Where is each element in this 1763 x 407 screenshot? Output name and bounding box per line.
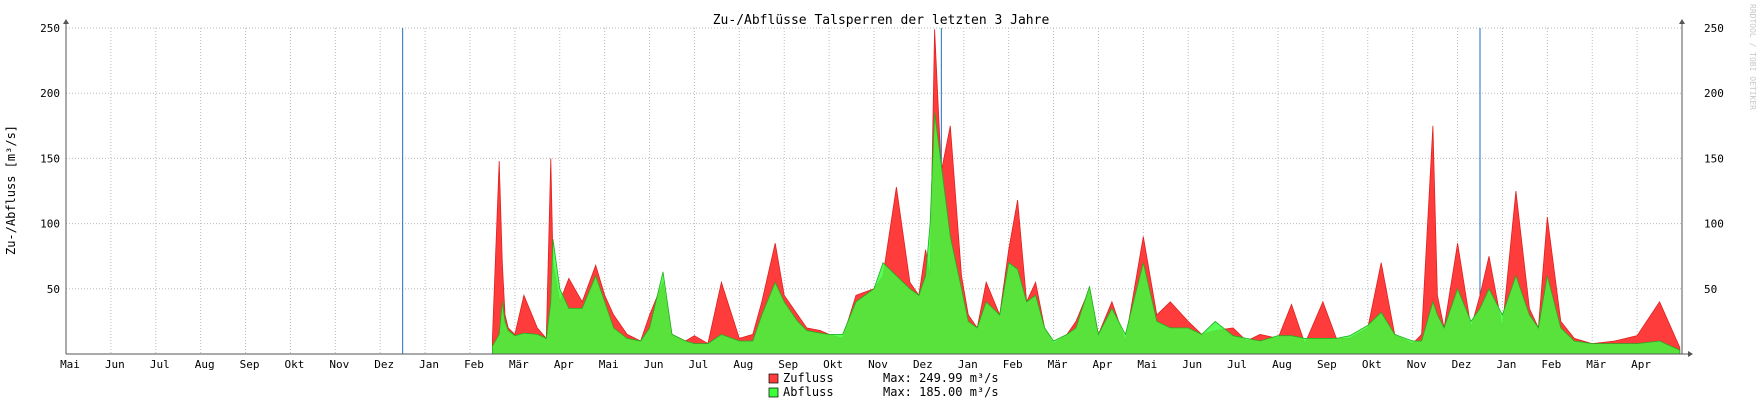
legend-label-zufluss: Zufluss <box>783 371 834 385</box>
y-tick-label-right: 250 <box>1704 22 1724 35</box>
x-tick-label: Mär <box>1586 358 1606 371</box>
x-tick-label: Aug <box>195 358 215 371</box>
x-tick-label: Dez <box>913 358 933 371</box>
y-tick-label-right: 100 <box>1704 218 1724 231</box>
x-tick-label: Feb <box>1541 358 1561 371</box>
y-tick-label-right: 150 <box>1704 152 1724 165</box>
x-tick-label: Apr <box>1093 358 1113 371</box>
x-tick-label: Nov <box>868 358 888 371</box>
x-tick-label: Jan <box>958 358 978 371</box>
x-tick-label: Jul <box>689 358 709 371</box>
x-tick-label: Jan <box>1497 358 1517 371</box>
axes: 50 50 100 100 150 150 200 200 250 250 Mai Jun Jul Aug… <box>40 19 1724 371</box>
y-axis-arrow-right <box>1679 19 1685 24</box>
x-tick-label: Sep <box>778 358 798 371</box>
legend-label-abfluss: Abfluss <box>783 385 834 399</box>
x-tick-label: Jun <box>105 358 125 371</box>
x-tick-label: Jun <box>644 358 664 371</box>
x-tick-label: Dez <box>1452 358 1472 371</box>
x-tick-label: Mai <box>599 358 619 371</box>
x-tick-label: Jul <box>1227 358 1247 371</box>
x-tick-label: Sep <box>1317 358 1337 371</box>
x-tick-label: Mär <box>509 358 529 371</box>
x-tick-label: Mai <box>1137 358 1157 371</box>
series-area-abfluss <box>492 112 1681 355</box>
x-tick-label: Sep <box>240 358 260 371</box>
y-tick-label-left: 200 <box>40 87 60 100</box>
x-tick-label: Nov <box>1407 358 1427 371</box>
x-tick-label: Okt <box>823 358 843 371</box>
y-tick-label-left: 250 <box>40 22 60 35</box>
x-tick-label: Apr <box>554 358 574 371</box>
data-areas <box>492 29 1681 355</box>
x-tick-label: Mär <box>1048 358 1068 371</box>
legend-swatch-abfluss <box>768 387 779 398</box>
y-tick-label-left: 100 <box>40 218 60 231</box>
y-axis-label: Zu-/Abfluss [m³/s] <box>4 125 18 255</box>
x-tick-label: Nov <box>329 358 349 371</box>
x-tick-label: Okt <box>1362 358 1382 371</box>
series-area-zufluss <box>492 29 1681 355</box>
x-tick-label: Jun <box>1182 358 1202 371</box>
chart-title: Zu-/Abflüsse Talsperren der letzten 3 Ja… <box>713 13 1050 28</box>
x-tick-label: Feb <box>464 358 484 371</box>
x-tick-label: Apr <box>1631 358 1651 371</box>
y-tick-label-right: 200 <box>1704 87 1724 100</box>
y-tick-label-left: 150 <box>40 152 60 165</box>
y-tick-label-right: 50 <box>1704 283 1717 296</box>
watermark: RRDTOOL / TOBI OETIKER <box>1748 4 1757 110</box>
x-axis-arrow <box>1688 351 1693 357</box>
legend-max-zufluss: Max: 249.99 m³/s <box>883 371 999 385</box>
legend-max-abfluss: Max: 185.00 m³/s <box>883 385 999 399</box>
x-tick-label: Mai <box>60 358 80 371</box>
x-tick-label: Aug <box>733 358 753 371</box>
x-tick-label: Okt <box>285 358 305 371</box>
legend: Zufluss Max: 249.99 m³/s Abfluss Max: 18… <box>768 371 999 399</box>
x-tick-label: Jan <box>419 358 439 371</box>
x-tick-label: Aug <box>1272 358 1292 371</box>
x-tick-label: Jul <box>150 358 170 371</box>
x-tick-label: Dez <box>374 358 394 371</box>
x-tick-label: Feb <box>1003 358 1023 371</box>
legend-swatch-zufluss <box>768 373 779 384</box>
y-tick-label-left: 50 <box>47 283 60 296</box>
y-axis-arrow-left <box>63 19 69 24</box>
